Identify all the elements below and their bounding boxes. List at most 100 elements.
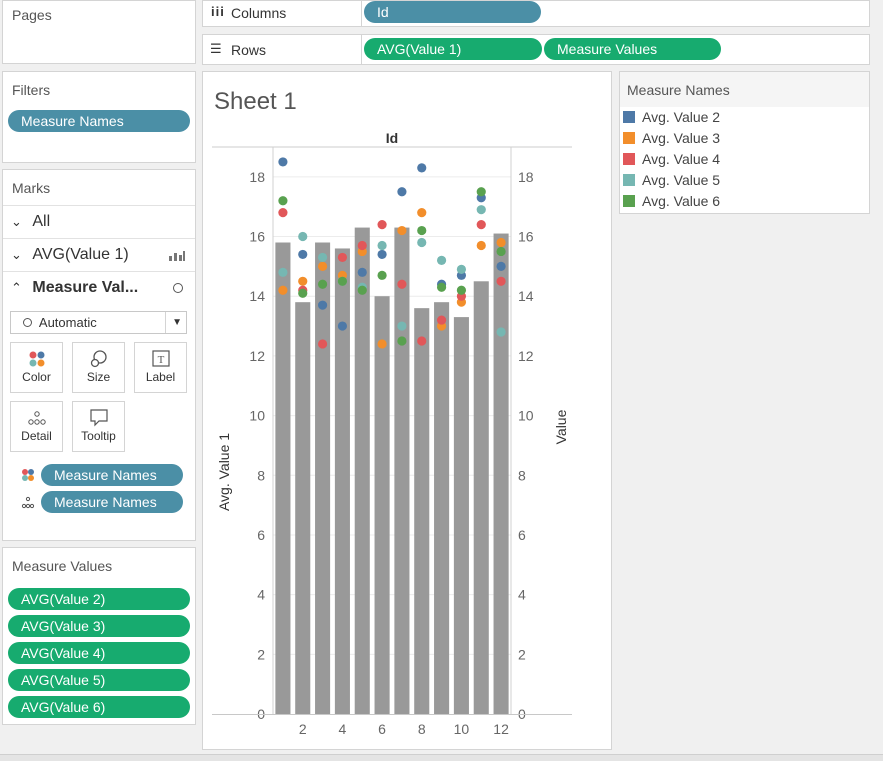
- measure-value-pill[interactable]: AVG(Value 3): [8, 615, 190, 637]
- detail-button-label: Detail: [21, 429, 52, 443]
- legend-item[interactable]: Avg. Value 6: [623, 191, 720, 211]
- columns-pill-id[interactable]: Id: [364, 1, 541, 23]
- data-point: [357, 267, 367, 277]
- data-point: [317, 300, 328, 310]
- data-point: [337, 276, 348, 286]
- data-point: [436, 315, 447, 325]
- status-bar: [0, 754, 883, 761]
- data-point: [317, 339, 328, 349]
- marks-row-measure-values[interactable]: ⌃ Measure Val...: [3, 271, 195, 303]
- bar: [473, 281, 489, 714]
- bar: [374, 296, 390, 714]
- shelf-divider: [361, 35, 362, 64]
- data-point: [456, 285, 467, 295]
- filter-pill-measure-names[interactable]: Measure Names: [8, 110, 190, 132]
- y2-tick-label: 18: [518, 169, 534, 185]
- legend-swatch: [623, 174, 635, 186]
- data-point: [397, 321, 407, 331]
- chevron-up-icon: ⌃: [11, 280, 22, 295]
- data-point: [298, 276, 308, 286]
- y-tick-label: 12: [249, 348, 265, 364]
- rows-pill-measure-values[interactable]: Measure Values: [544, 38, 721, 60]
- data-point: [436, 282, 447, 292]
- chevron-down-icon: ⌄: [11, 247, 22, 262]
- y-tick-label: 8: [257, 467, 265, 483]
- measure-value-pill[interactable]: AVG(Value 2): [8, 588, 190, 610]
- tooltip-button-label: Tooltip: [81, 429, 116, 443]
- dropdown-divider: [165, 312, 166, 333]
- legend-header[interactable]: [620, 72, 869, 107]
- x-tick-label: 8: [418, 721, 426, 737]
- pages-title: Pages: [12, 7, 52, 23]
- data-point: [298, 249, 308, 260]
- detail-icon: [21, 496, 35, 509]
- mark-type-dropdown[interactable]: Automatic ▼: [10, 311, 187, 334]
- tooltip-icon: [89, 409, 108, 427]
- legend-item[interactable]: Avg. Value 3: [623, 128, 720, 148]
- y2-tick-label: 14: [518, 288, 534, 304]
- size-button-label: Size: [86, 370, 111, 384]
- marks-pill-detail-measure-names[interactable]: Measure Names: [41, 491, 183, 513]
- measure-value-pill[interactable]: AVG(Value 4): [8, 642, 190, 664]
- data-point: [397, 279, 407, 289]
- data-point: [337, 321, 348, 331]
- legend-swatch: [623, 153, 635, 165]
- x-tick-label: 10: [454, 721, 470, 737]
- legend-item-label: Avg. Value 3: [642, 130, 721, 146]
- mark-type-value: Automatic: [38, 315, 97, 330]
- color-button[interactable]: Color: [10, 342, 63, 393]
- detail-button[interactable]: Detail: [10, 401, 63, 452]
- columns-label: Columns: [231, 5, 287, 21]
- data-point: [377, 339, 387, 349]
- legend-swatch: [623, 195, 635, 207]
- data-point: [357, 240, 367, 251]
- data-point: [496, 276, 506, 286]
- rows-pill-avg-value1[interactable]: AVG(Value 1): [364, 38, 542, 60]
- y-tick-label: 2: [257, 646, 265, 662]
- measure-values-title: Measure Values: [12, 558, 113, 574]
- y-tick-label: 10: [249, 408, 265, 424]
- data-point: [397, 336, 407, 346]
- data-point: [278, 285, 288, 295]
- chart-header-title: Id: [386, 130, 398, 146]
- bar: [334, 248, 350, 714]
- marks-row-avg-value1[interactable]: ⌄ AVG(Value 1): [3, 238, 195, 270]
- legend-item[interactable]: Avg. Value 5: [623, 170, 720, 190]
- data-point: [496, 261, 506, 271]
- bar: [275, 242, 291, 714]
- legend-item[interactable]: Avg. Value 4: [623, 149, 720, 169]
- circle-mark-icon: [173, 283, 183, 293]
- marks-row-all[interactable]: ⌄ All: [3, 205, 195, 237]
- size-button[interactable]: Size: [72, 342, 125, 393]
- data-point: [417, 225, 427, 236]
- legend-item-label: Avg. Value 6: [642, 193, 721, 209]
- data-point: [278, 157, 288, 167]
- points: [278, 157, 506, 349]
- measure-value-pill[interactable]: AVG(Value 5): [8, 669, 190, 691]
- columns-icon: iii: [211, 4, 225, 19]
- marks-title: Marks: [12, 180, 51, 196]
- legend-item-label: Avg. Value 4: [642, 151, 721, 167]
- data-point: [317, 252, 328, 263]
- x-tick-label: 6: [378, 721, 386, 737]
- y-tick-label: 6: [257, 527, 265, 543]
- data-point: [397, 225, 407, 236]
- chart[interactable]: Id Avg. Value 1 Value 002244668810101212…: [202, 127, 612, 737]
- legend-item[interactable]: Avg. Value 2: [623, 107, 720, 127]
- bar: [354, 227, 370, 715]
- x-tick-label: 2: [299, 721, 307, 737]
- pages-card[interactable]: Pages: [2, 0, 196, 64]
- data-point: [377, 219, 387, 230]
- axes: 00224466881010121214141616181824681012: [212, 147, 572, 737]
- measure-value-pill[interactable]: AVG(Value 6): [8, 696, 190, 718]
- data-point: [317, 261, 328, 271]
- data-point: [397, 187, 407, 197]
- data-point: [298, 231, 308, 242]
- tooltip-button[interactable]: Tooltip: [72, 401, 125, 452]
- data-point: [377, 240, 387, 251]
- data-point: [417, 237, 427, 248]
- marks-pill-color-measure-names[interactable]: Measure Names: [41, 464, 183, 486]
- chevron-down-icon: ⌄: [11, 214, 22, 229]
- bar-chart-icon: [169, 251, 185, 261]
- label-button[interactable]: T Label: [134, 342, 187, 393]
